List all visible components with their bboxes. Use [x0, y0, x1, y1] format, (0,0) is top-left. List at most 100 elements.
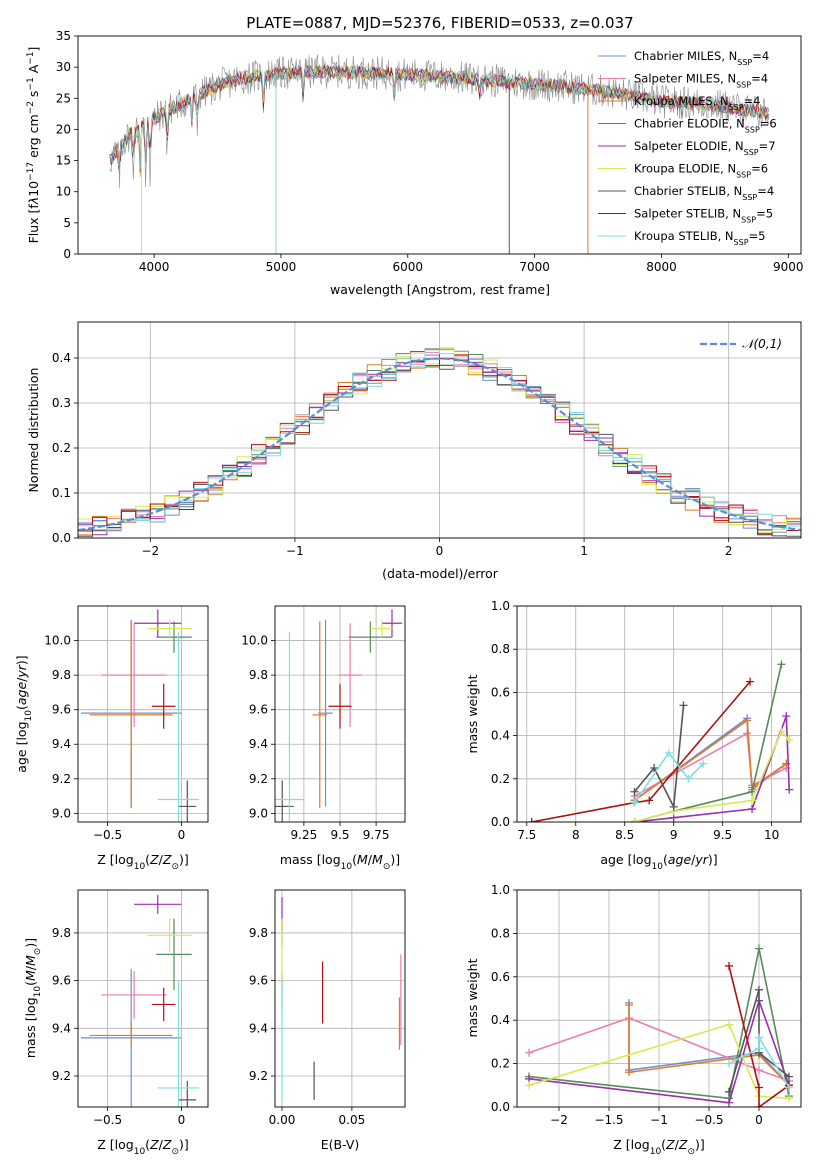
data-marker: [743, 716, 752, 725]
data-marker: [785, 735, 794, 744]
plots-layer: 4000 5000 6000 7000 8000 900005101520253035wa…: [14, 29, 804, 1157]
data-marker: [725, 1087, 733, 1096]
mass-weight-line: [633, 751, 704, 804]
spectrum-plot: [109, 54, 770, 254]
spectrum-model-line: [109, 64, 770, 169]
legend-label: Salpeter MILES, NSSP=4: [634, 72, 768, 90]
x-axis-label: E(B-V): [321, 1137, 360, 1152]
axes-frame: [77, 321, 802, 539]
data-marker: [525, 1081, 533, 1090]
data-marker: [748, 787, 757, 796]
y-tick-label: 0.1: [52, 486, 71, 500]
data-marker: [755, 1083, 763, 1092]
y-tick-label: 9.2: [249, 1069, 268, 1083]
x-tick-label: 0.00: [269, 1113, 296, 1127]
residual-plot: [78, 347, 801, 538]
x-tick-label: 8000: [646, 260, 677, 274]
y-tick-label: 9.8: [249, 926, 268, 940]
axes-mw_vs_age: 7.5 8 8.5 9 9.5 10 0.0 0.2 0.4 0.6 0.8 1.0 age [log1…: [465, 599, 802, 872]
y-tick-label: 9.6: [52, 703, 71, 717]
data-marker: [630, 818, 639, 822]
data-marker: [725, 1098, 733, 1107]
spectrum-legend: Chabrier MILES, NSSP=4 Salpeter MILES, NS…: [598, 49, 777, 247]
data-marker: [777, 727, 786, 736]
axes-frame: [516, 889, 802, 1108]
mw_vs_Z-plot: [525, 944, 793, 1107]
axes-frame: [274, 889, 406, 1108]
data-marker: [782, 712, 791, 721]
axes-frame: [77, 605, 209, 823]
data-marker: [755, 1033, 763, 1042]
mass-weight-line: [628, 1005, 790, 1086]
data-marker: [650, 764, 659, 772]
x-axis-label: mass [log10(M/M⊙)]: [280, 852, 400, 872]
data-marker: [630, 798, 639, 807]
axes-age_vs_Z: −0.5 0 9.0 9.2 9.4 9.6 9.8 10.0 Z [log10(Z/Z⊙)] a…: [14, 605, 209, 872]
x-tick-label: 0.05: [339, 1113, 366, 1127]
axes-age_vs_mass: 9.25 9.5 9.75 9.0 9.2 9.4 9.6 9.8 10.0 mass [log1…: [241, 605, 406, 872]
y-tick-label: 9.4: [52, 737, 71, 751]
x-tick-label: 10: [764, 828, 779, 842]
y-axis-label: mass [log10(M/M⊙)]: [23, 938, 43, 1058]
y-axis-label: Normed distribution: [26, 368, 41, 493]
y-tick-label: 9.8: [52, 926, 71, 940]
data-marker: [785, 1072, 793, 1081]
data-marker: [755, 944, 763, 953]
legend-label: Chabrier MILES, NSSP=4: [634, 49, 769, 67]
legend-label: Salpeter ELODIE, NSSP=7: [634, 139, 776, 157]
x-tick-label: −0.5: [93, 1113, 122, 1127]
x-tick-label: 9.5: [330, 828, 349, 842]
legend-label: Kroupa STELIB, NSSP=5: [634, 229, 765, 247]
data-marker: [746, 677, 755, 686]
y-tick-label: 30: [56, 60, 71, 74]
y-tick-label: 0.8: [491, 642, 510, 656]
mass-weight-line: [728, 965, 790, 1107]
data-marker: [625, 1068, 633, 1077]
y-tick-label: 10: [56, 185, 71, 199]
x-tick-label: −2: [550, 1113, 568, 1127]
y-tick-label: 1.0: [491, 883, 510, 897]
data-marker: [755, 1044, 763, 1053]
axes-frame: [274, 605, 406, 823]
legend-label: Chabrier STELIB, NSSP=4: [634, 184, 774, 202]
axes-mw_vs_Z: −2 −1.5 −1 −0.5 0 0.0 0.2 0.4 0.6 0.8 1.0 Z [log10(…: [465, 883, 802, 1157]
data-marker: [525, 1048, 533, 1057]
x-tick-label: 9.75: [363, 828, 390, 842]
y-tick-label: 15: [56, 154, 71, 168]
y-tick-label: 9.8: [249, 668, 268, 682]
x-tick-label: 1: [580, 544, 588, 558]
x-tick-label: 5000: [266, 260, 297, 274]
axes-frame: [77, 35, 802, 255]
legend-label: 𝒩(0,1): [742, 337, 782, 351]
x-tick-label: 9.5: [713, 828, 732, 842]
y-tick-label: 9.6: [52, 974, 71, 988]
y-tick-label: 9.4: [52, 1021, 71, 1035]
axes-spectrum: 4000 5000 6000 7000 8000 9000 0 5 10 15 20 25 30 35 wa…: [26, 29, 804, 297]
mw_vs_age-plot: [527, 660, 794, 822]
y-tick-label: 9.6: [249, 974, 268, 988]
y-tick-label: 0.0: [491, 815, 510, 829]
x-axis-label: age [log10(age/yr)]: [600, 852, 717, 872]
data-marker: [785, 1094, 793, 1103]
data-marker: [725, 1020, 733, 1029]
mass-weight-line: [528, 998, 790, 1104]
legend-label: Salpeter STELIB, NSSP=5: [634, 207, 773, 225]
x-tick-label: 9: [670, 828, 678, 842]
y-tick-label: 9.2: [249, 772, 268, 786]
legend-label: Chabrier ELODIE, NSSP=6: [634, 117, 777, 135]
x-tick-label: 0: [755, 1113, 763, 1127]
data-marker: [664, 748, 673, 757]
x-tick-label: 9.25: [291, 828, 318, 842]
y-tick-label: 9.0: [52, 806, 71, 820]
mass-weight-line: [528, 1023, 790, 1100]
x-axis-label: Z [log10(Z/Z⊙)]: [613, 1137, 705, 1157]
mass-weight-line: [531, 681, 751, 822]
y-tick-label: 0.6: [491, 685, 510, 699]
age_vs_mass-plot: [275, 609, 403, 822]
data-marker: [785, 785, 794, 794]
x-tick-label: −1: [286, 544, 304, 558]
data-marker: [785, 1083, 793, 1092]
mass_vs_ebv-plot: [281, 897, 402, 1100]
data-marker: [748, 796, 757, 805]
